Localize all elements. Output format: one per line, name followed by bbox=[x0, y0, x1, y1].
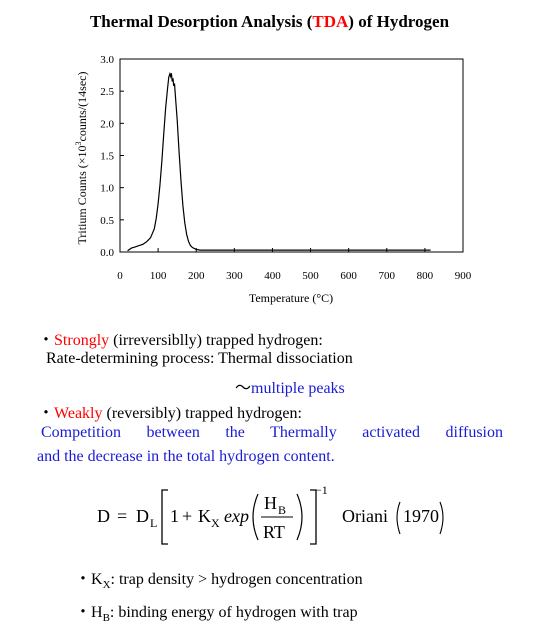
formula-kx-sub: X bbox=[211, 516, 220, 530]
note-hb-text: : binding energy of hydrogen with trap bbox=[109, 604, 358, 621]
ref-left-paren bbox=[396, 501, 401, 535]
competition-line: Competition between the Thermally activa… bbox=[41, 424, 503, 441]
formula-power: −1 bbox=[315, 483, 328, 497]
formula-year: 1970 bbox=[403, 506, 439, 526]
note-hb-symbol: H bbox=[91, 604, 103, 621]
note-kx: ・KX: trap density > hydrogen concentrati… bbox=[75, 565, 363, 591]
y-tick-label: 0.5 bbox=[100, 215, 114, 227]
title-suffix: ) of Hydrogen bbox=[348, 12, 450, 31]
left-paren bbox=[252, 493, 259, 541]
x-tick-label: 700 bbox=[379, 270, 396, 282]
right-bracket bbox=[310, 489, 317, 545]
bullet: ・ bbox=[75, 571, 92, 588]
note-kx-symbol: K bbox=[91, 571, 103, 588]
y-axis-label-part1: Tritium Counts (×10 bbox=[75, 145, 89, 244]
formula-kx: K bbox=[198, 506, 211, 526]
weak-trap-text: (reversibly) trapped hydrogen: bbox=[102, 405, 302, 422]
formula-plus: + bbox=[182, 506, 192, 526]
weakly-label: Weakly bbox=[54, 405, 103, 422]
y-tick-label: 1.0 bbox=[100, 183, 114, 195]
bullet: ・ bbox=[38, 332, 55, 349]
title-prefix: Thermal Desorption Analysis ( bbox=[89, 12, 313, 31]
x-tick-label: 600 bbox=[340, 270, 357, 282]
formula-den: RT bbox=[263, 522, 285, 542]
y-axis-label-sup: 3 bbox=[74, 141, 83, 145]
page-title: Thermal Desorption Analysis (TDA) of Hyd… bbox=[0, 12, 539, 32]
rate-determining-line: Rate-determining process: Thermal dissoc… bbox=[46, 350, 353, 367]
y-axis-label-part2: counts/(14sec) bbox=[75, 72, 89, 142]
title-highlight: TDA bbox=[312, 12, 349, 31]
x-axis-ticks: 0 100 200 300 400 500 600 700 800 900 bbox=[117, 248, 472, 282]
note-kx-text: : trap density > hydrogen concentration bbox=[110, 571, 363, 588]
formula-eq: = bbox=[117, 506, 127, 526]
tilde: ～ bbox=[235, 380, 252, 397]
formula-dl-sub: L bbox=[150, 516, 157, 530]
y-tick-label: 2.0 bbox=[100, 118, 114, 130]
plot-frame bbox=[119, 58, 464, 253]
weak-trap-line: ・Weakly (reversibly) trapped hydrogen: bbox=[38, 399, 302, 423]
strong-trap-line: ・Strongly (irreversiblly) trapped hydrog… bbox=[38, 326, 323, 350]
ref-right-paren bbox=[439, 501, 444, 535]
x-tick-label: 300 bbox=[226, 270, 243, 282]
strong-trap-text: (irreversiblly) trapped hydrogen: bbox=[109, 332, 323, 349]
note-hb: ・HB: binding energy of hydrogen with tra… bbox=[75, 598, 358, 624]
y-tick-label: 2.5 bbox=[100, 86, 114, 98]
strongly-label: Strongly bbox=[54, 332, 110, 349]
decrease-line: and the decrease in the total hydrogen c… bbox=[37, 448, 335, 465]
note-kx-sub: X bbox=[102, 579, 111, 591]
y-tick-label: 1.5 bbox=[100, 151, 114, 163]
x-axis-label: Temperature (°C) bbox=[249, 291, 333, 305]
x-tick-label: 200 bbox=[188, 270, 205, 282]
formula-num-sub: B bbox=[278, 503, 286, 517]
y-axis-label: Tritium Counts (×103counts/(14sec) bbox=[74, 72, 89, 245]
multiple-peaks-line: ～multiple peaks bbox=[235, 374, 345, 398]
x-tick-label: 400 bbox=[264, 270, 281, 282]
formula-exp: exp bbox=[224, 506, 249, 526]
formula-num: H bbox=[264, 493, 277, 513]
x-tick-label: 800 bbox=[417, 270, 434, 282]
y-tick-label: 0.0 bbox=[100, 247, 114, 259]
formula-one: 1 bbox=[170, 506, 179, 526]
bullet: ・ bbox=[38, 405, 55, 422]
x-tick-label: 100 bbox=[150, 270, 167, 282]
series-line bbox=[127, 71, 431, 252]
x-tick-label: 0 bbox=[117, 270, 123, 282]
formula-dl: D bbox=[136, 506, 149, 526]
tda-chart: 0.0 0.5 1.0 1.5 2.0 2.5 3.0 0 100 200 300 400 500 60… bbox=[74, 54, 472, 305]
bullet: ・ bbox=[75, 604, 92, 621]
x-tick-label: 500 bbox=[302, 270, 319, 282]
right-paren bbox=[296, 493, 303, 541]
formula-ref: Oriani bbox=[342, 506, 388, 526]
note-hb-sub: B bbox=[102, 612, 110, 624]
oriani-formula: D = D L 1 + K X exp H B RT −1 Oriani 197… bbox=[97, 483, 444, 545]
multiple-peaks-text: multiple peaks bbox=[251, 380, 345, 397]
x-tick-label: 900 bbox=[455, 270, 472, 282]
formula-lhs: D bbox=[97, 506, 110, 526]
y-tick-label: 3.0 bbox=[100, 54, 114, 66]
y-axis-ticks: 0.0 0.5 1.0 1.5 2.0 2.5 3.0 bbox=[100, 54, 124, 259]
left-bracket bbox=[161, 489, 168, 545]
